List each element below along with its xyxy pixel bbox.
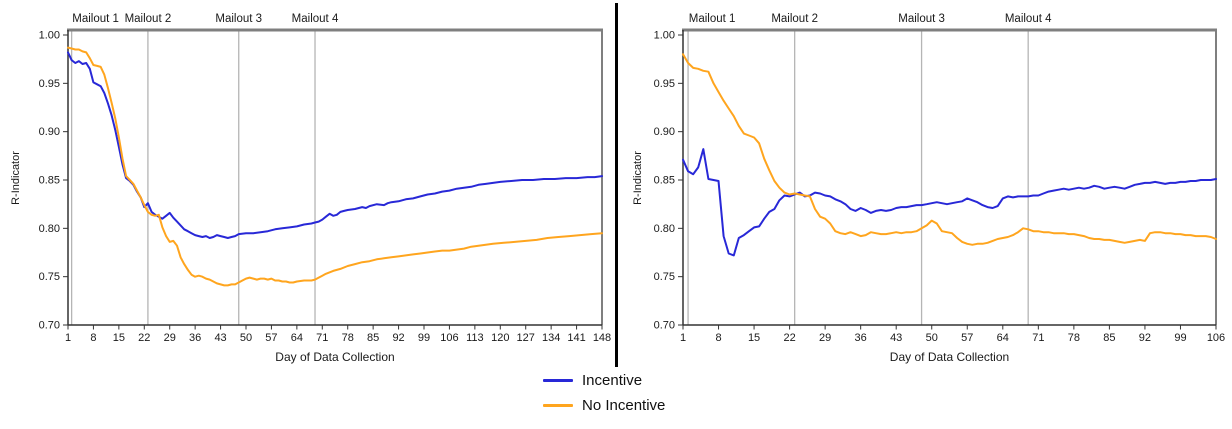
incentive-line	[682, 148, 1217, 257]
x-tick-label: 78	[342, 332, 354, 344]
mailout-label: Mailout 4	[292, 13, 339, 25]
x-tick-label: 120	[491, 332, 509, 344]
x-tick-label: 36	[855, 332, 867, 344]
x-tick-label: 99	[418, 332, 430, 344]
incentive-line-swatch	[543, 379, 573, 382]
x-tick-label: 106	[1207, 332, 1225, 344]
x-tick-label: 36	[189, 332, 201, 344]
mailout-label: Mailout 2	[771, 13, 818, 25]
legend-item-incentive: Incentive	[543, 371, 665, 390]
no-incentive-line	[682, 53, 1217, 246]
x-tick-label: 57	[961, 332, 973, 344]
x-tick-label: 71	[1032, 332, 1044, 344]
x-tick-label: 29	[164, 332, 176, 344]
chart-panel-left: Mailout 1 Mailout 2 Mailout 3 Mailout 4 1 8 15…	[0, 0, 617, 368]
mailout-label: Mailout 4	[1005, 13, 1052, 25]
x-tick-label: 50	[240, 332, 252, 344]
no-incentive-line-swatch	[543, 404, 573, 407]
legend-item-no-incentive: No Incentive	[543, 396, 665, 415]
x-tick-label: 127	[517, 332, 535, 344]
x-tick-label: 113	[466, 332, 484, 344]
left-x-axis-title: Day of Data Collection	[275, 350, 395, 364]
y-tick-label: 0.70	[654, 320, 675, 332]
x-tick-label: 78	[1068, 332, 1080, 344]
x-tick-label: 50	[926, 332, 938, 344]
x-tick-label: 29	[819, 332, 831, 344]
x-tick-label: 106	[440, 332, 458, 344]
y-tick-label: 1.00	[39, 30, 60, 42]
x-tick-label: 64	[997, 332, 1009, 344]
x-tick-label: 92	[392, 332, 404, 344]
y-tick-label: 0.75	[39, 271, 60, 283]
y-tick-label: 0.95	[39, 78, 60, 90]
x-tick-label: 71	[316, 332, 328, 344]
x-tick-label: 1	[65, 332, 71, 344]
mailout-label: Mailout 1	[689, 13, 736, 25]
left-y-axis-title: R-Indicator	[10, 151, 22, 205]
legend-label-no-incentive: No Incentive	[582, 397, 666, 414]
right-y-axis-title: R-Indicator	[632, 151, 644, 205]
x-tick-label: 8	[715, 332, 721, 344]
x-tick-label: 15	[113, 332, 125, 344]
x-tick-label: 43	[890, 332, 902, 344]
right-x-axis-title: Day of Data Collection	[889, 350, 1010, 364]
x-tick-label: 22	[783, 332, 795, 344]
x-tick-label: 8	[90, 332, 96, 344]
y-tick-label: 0.95	[654, 78, 675, 90]
x-tick-label: 57	[265, 332, 277, 344]
x-tick-label: 141	[567, 332, 585, 344]
y-tick-label: 0.85	[654, 175, 675, 187]
y-tick-label: 0.80	[39, 223, 60, 235]
right-chart-plot: Mailout 1 Mailout 2 Mailout 3 Mailout 4 1 8 15…	[654, 13, 1226, 344]
x-tick-label: 148	[593, 332, 611, 344]
legend: Incentive No Incentive	[543, 371, 665, 415]
legend-label-incentive: Incentive	[582, 372, 643, 389]
x-tick-label: 22	[138, 332, 150, 344]
chart-panel-right: Mailout 1 Mailout 2 Mailout 3 Mailout 4 1 8 15…	[622, 0, 1232, 368]
y-tick-label: 0.90	[39, 126, 60, 138]
x-tick-label: 64	[291, 332, 303, 344]
panel-divider-line	[615, 3, 618, 367]
x-tick-label: 99	[1174, 332, 1186, 344]
x-tick-label: 15	[748, 332, 760, 344]
y-tick-label: 0.80	[654, 223, 675, 235]
y-tick-label: 0.75	[654, 271, 675, 283]
mailout-label: Mailout 1	[72, 13, 119, 25]
x-tick-label: 85	[1103, 332, 1115, 344]
y-tick-label: 0.85	[39, 175, 60, 187]
y-tick-label: 1.00	[654, 30, 675, 42]
x-tick-label: 1	[680, 332, 686, 344]
left-chart-plot: Mailout 1 Mailout 2 Mailout 3 Mailout 4 1 8 15…	[39, 13, 612, 344]
y-tick-label: 0.90	[654, 126, 675, 138]
x-tick-label: 85	[367, 332, 379, 344]
y-tick-label: 0.70	[39, 320, 60, 332]
mailout-label: Mailout 3	[898, 13, 945, 25]
x-tick-label: 43	[214, 332, 226, 344]
mailout-label: Mailout 2	[125, 13, 172, 25]
x-tick-label: 92	[1139, 332, 1151, 344]
mailout-label: Mailout 3	[215, 13, 262, 25]
no-incentive-line	[67, 46, 603, 287]
x-tick-label: 134	[542, 332, 560, 344]
